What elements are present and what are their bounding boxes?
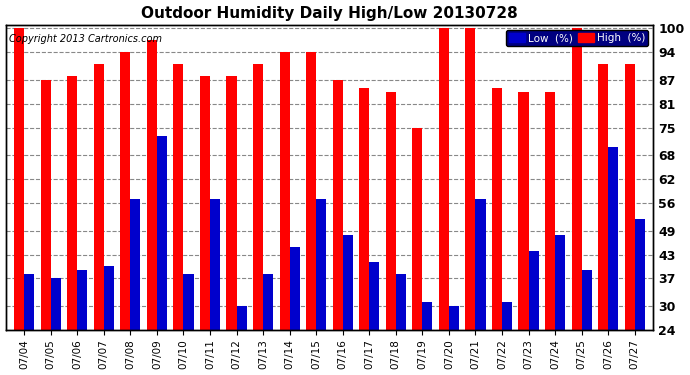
Bar <box>226 76 237 330</box>
Bar <box>184 274 193 330</box>
Bar <box>422 302 433 330</box>
Bar <box>359 88 369 330</box>
Bar <box>77 270 88 330</box>
Bar <box>492 88 502 330</box>
Title: Outdoor Humidity Daily High/Low 20130728: Outdoor Humidity Daily High/Low 20130728 <box>141 6 518 21</box>
Bar <box>120 52 130 330</box>
Bar <box>598 64 608 330</box>
Bar <box>200 76 210 330</box>
Bar <box>475 199 486 330</box>
Bar <box>396 274 406 330</box>
Bar <box>624 64 635 330</box>
Bar <box>465 28 475 330</box>
Bar <box>130 199 141 330</box>
Bar <box>555 235 565 330</box>
Bar <box>571 28 582 330</box>
Bar <box>237 306 246 330</box>
Bar <box>502 302 512 330</box>
Bar <box>608 147 618 330</box>
Bar <box>545 92 555 330</box>
Bar <box>290 247 299 330</box>
Bar <box>635 219 645 330</box>
Bar <box>173 64 184 330</box>
Bar <box>343 235 353 330</box>
Bar <box>386 92 396 330</box>
Bar <box>94 64 104 330</box>
Bar <box>529 251 539 330</box>
Bar <box>369 262 380 330</box>
Bar <box>14 28 24 330</box>
Bar <box>253 64 263 330</box>
Bar <box>518 92 529 330</box>
Bar <box>210 199 220 330</box>
Bar <box>306 52 316 330</box>
Bar <box>582 270 592 330</box>
Bar <box>413 128 422 330</box>
Bar <box>316 199 326 330</box>
Bar <box>67 76 77 330</box>
Bar <box>147 40 157 330</box>
Bar <box>157 135 167 330</box>
Bar <box>24 274 34 330</box>
Bar <box>333 80 343 330</box>
Bar <box>104 266 114 330</box>
Bar <box>263 274 273 330</box>
Text: Copyright 2013 Cartronics.com: Copyright 2013 Cartronics.com <box>9 34 161 44</box>
Bar <box>439 28 449 330</box>
Bar <box>50 278 61 330</box>
Bar <box>41 80 50 330</box>
Legend: Low  (%), High  (%): Low (%), High (%) <box>506 30 648 46</box>
Bar <box>449 306 459 330</box>
Bar <box>279 52 290 330</box>
